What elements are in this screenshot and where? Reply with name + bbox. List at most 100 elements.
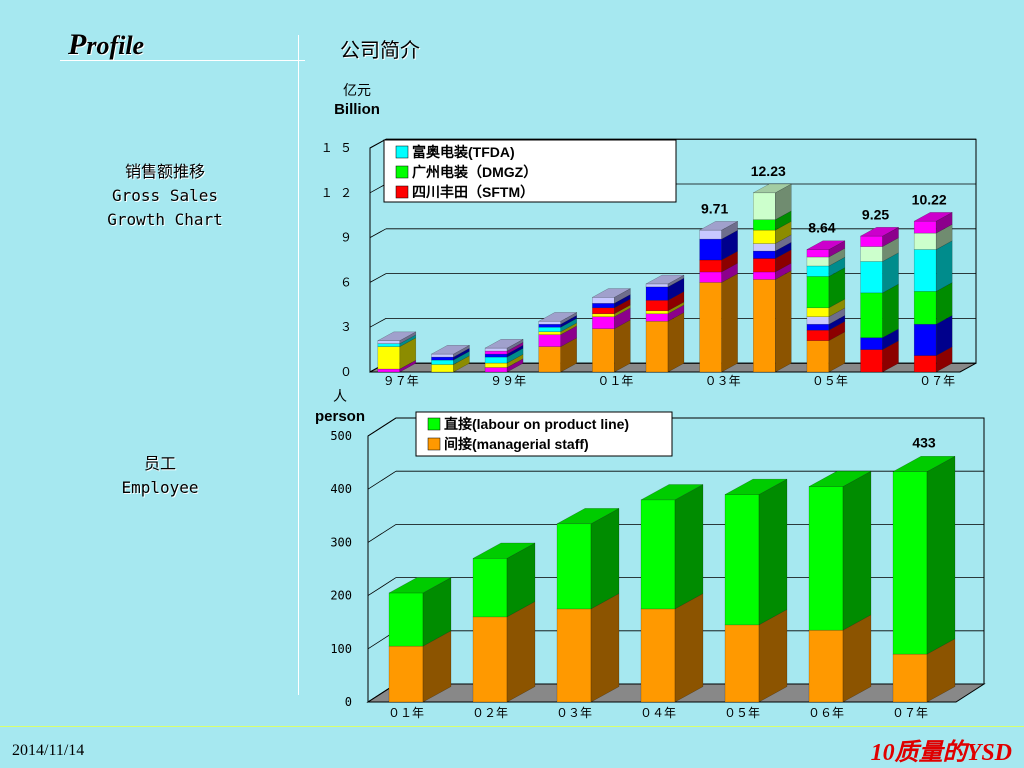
- employee-bar-segment-side: [674, 484, 704, 610]
- sales-legend-swatch: [395, 145, 409, 159]
- sales-bar-segment-side: [667, 312, 685, 373]
- sales-bar-cap-top: [806, 240, 846, 250]
- employee-bar-segment-side: [422, 577, 452, 647]
- employee-bar-cap-top: [724, 478, 788, 495]
- sales-x-tick-label: ０５年: [812, 374, 848, 388]
- sales-bar-segment-side: [614, 319, 631, 373]
- sales-bar-cap-top: [431, 345, 470, 355]
- sales-label-en-1: Gross Sales: [112, 186, 218, 205]
- sales-bar-segment-side: [614, 307, 631, 330]
- sales-bar-segment-side: [775, 241, 792, 259]
- sales-bar-segment-side: [828, 298, 846, 318]
- sales-bar-segment-side: [506, 353, 524, 368]
- page-title-rest: rofile: [86, 31, 145, 60]
- sales-bar-segment-side: [399, 331, 417, 345]
- employee-bar-segment-side: [926, 455, 956, 655]
- sales-bar-segment-side: [882, 252, 899, 294]
- employee-x-tick-label: ０５年: [724, 706, 760, 720]
- employee-legend: [415, 411, 673, 457]
- sales-gridline-side: [369, 228, 387, 238]
- sales-bar-segment-side: [614, 294, 631, 309]
- sales-bar-segment-side: [775, 183, 792, 221]
- sales-bar-cap-top: [860, 227, 899, 237]
- sales-bar-segment-side: [828, 247, 846, 267]
- employee-bar-cap-top: [556, 508, 620, 525]
- sales-bar-segment-side: [667, 291, 685, 312]
- employee-bar-segment-front: [892, 653, 928, 703]
- employee-bar-segment-front: [808, 486, 844, 631]
- sales-unit-en: Billion: [334, 101, 380, 118]
- sales-bar-segment-side: [935, 282, 953, 325]
- sales-data-label: 10.22: [912, 191, 947, 207]
- sales-bar-segment-side: [721, 262, 738, 283]
- page-title-initial: P: [68, 28, 87, 61]
- employee-x-tick-label: ０７年: [892, 706, 928, 720]
- employee-bar-segment-side: [758, 478, 788, 626]
- sales-y-tick-label: ９: [340, 231, 352, 245]
- sales-bar-cap-top: [699, 221, 738, 231]
- sales-x-tick-label: ０７年: [919, 374, 955, 388]
- employee-legend-swatch: [427, 417, 441, 431]
- sales-y-tick-label: ３: [340, 320, 352, 334]
- sales-gridline-side: [369, 318, 387, 328]
- sales-bar-cap-top: [484, 339, 524, 349]
- employee-bar-segment-front: [640, 499, 676, 610]
- sales-bar-segment-side: [560, 322, 577, 336]
- sales-bar-segment-side: [560, 314, 577, 328]
- employee-x-tick-label: ０２年: [472, 706, 508, 720]
- sales-y-tick-label: １ ５: [321, 141, 352, 155]
- employee-x-tick-label: ０４年: [640, 706, 676, 720]
- sales-bar-cap-top: [377, 331, 416, 341]
- sales-bar-segment-side: [721, 250, 738, 273]
- sales-bar-segment-side: [828, 331, 846, 373]
- sales-x-tick-label: ０１年: [597, 374, 633, 388]
- sales-data-label: 9.25: [862, 206, 889, 222]
- employee-bar-cap-top: [472, 542, 536, 559]
- sales-bar-segment-side: [935, 346, 953, 373]
- sales-y-tick-label: ６: [340, 275, 352, 289]
- employee-gridline-side: [367, 417, 397, 437]
- employee-gridline-side: [367, 524, 397, 543]
- sales-gridline-side: [369, 183, 387, 194]
- sales-bar-cap-top: [645, 274, 685, 285]
- sales-legend-label: 广州电装（DMGZ）: [412, 164, 537, 180]
- sales-bar-segment-side: [775, 262, 792, 280]
- sales-data-label: 9.71: [701, 200, 728, 216]
- sales-section-label: 销售额推移 Gross Sales Growth Chart: [80, 160, 250, 232]
- employee-legend-label: 间接(managerial staff): [444, 436, 589, 452]
- vertical-divider: [298, 35, 299, 695]
- sales-legend-label: 四川丰田（SFTM）: [412, 184, 534, 200]
- employee-unit-cn: 人: [333, 388, 347, 404]
- sales-bar-segment-side: [828, 314, 846, 331]
- employee-legend-swatch: [427, 437, 441, 451]
- sales-bar-segment-side: [935, 240, 953, 292]
- sales-bar-segment-side: [882, 226, 899, 247]
- employee-section-label: 员工 Employee: [80, 452, 240, 500]
- sales-bar-segment-side: [721, 273, 738, 373]
- sales-bar-segment-side: [560, 317, 577, 333]
- sales-bar-segment-side: [614, 298, 631, 315]
- employee-y-tick-label: 400: [330, 482, 352, 496]
- sales-bar-segment-side: [935, 223, 953, 250]
- employee-legend-label: 直接(labour on product line): [444, 416, 629, 432]
- sales-bar-cap-top: [753, 183, 792, 194]
- sales-bar-segment-side: [775, 249, 792, 273]
- sales-bar-segment-side: [667, 304, 685, 322]
- sales-x-tick-label: ０３年: [705, 374, 741, 388]
- sales-unit-cn: 亿元: [343, 82, 371, 98]
- sales-legend: [383, 139, 677, 203]
- footer-brand: 10质量的YSD: [870, 740, 1012, 766]
- employee-bar-segment-front: [556, 608, 592, 703]
- employee-label-cn: 员工: [143, 454, 176, 473]
- sales-x-tick-label: ９９年: [490, 374, 526, 388]
- sales-bar-segment-side: [775, 270, 792, 373]
- employee-bar-segment-side: [590, 593, 620, 703]
- employee-bar-segment-side: [674, 593, 704, 703]
- sales-bar-segment-side: [399, 337, 417, 370]
- sales-bar-cap-top: [914, 212, 953, 222]
- sales-bar-segment-side: [560, 325, 577, 348]
- sales-bar-segment-side: [667, 274, 685, 288]
- sales-bar-cap-top: [538, 312, 577, 322]
- sales-data-label: 12.23: [751, 163, 786, 179]
